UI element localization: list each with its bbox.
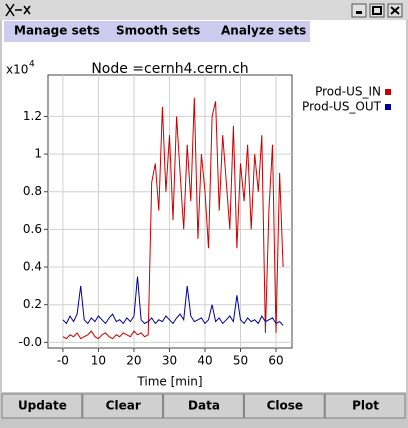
legend-label: Prod-US_OUT (302, 100, 382, 114)
menu-item[interactable]: Analyze sets (221, 24, 306, 38)
chart: Node =cernh4.cern.ch x10 4 Time [min] -0… (6, 60, 391, 389)
legend-swatch (385, 104, 391, 110)
maximize-icon (372, 6, 382, 15)
y-tick-label: -0.0 (19, 335, 42, 349)
x-tick-label: 60 (268, 354, 283, 368)
menu: Manage sets Smooth sets Analyze sets (14, 24, 306, 38)
y-tick-label: 0.2 (23, 297, 42, 311)
button[interactable]: Close (243, 393, 325, 419)
window-controls (351, 3, 403, 18)
menu-bar (4, 21, 310, 42)
y-tick-label: 0.8 (23, 184, 42, 198)
button-face (324, 393, 406, 419)
x-tick-label: 40 (197, 354, 212, 368)
y-tick-label: 1.2 (23, 109, 42, 123)
button-label: Clear (106, 399, 141, 413)
x-tick-label: -0 (57, 354, 69, 368)
button-label: Data (188, 399, 220, 413)
button-label: Plot (352, 399, 379, 413)
button-face (163, 393, 244, 419)
title-bar (0, 0, 408, 20)
x-tick-label: 50 (233, 354, 248, 368)
series-line (62, 97, 284, 340)
close-icon (390, 6, 400, 15)
x-axis-label: Time [min] (136, 375, 202, 389)
x-tick-label: 10 (91, 354, 106, 368)
y-scale-exponent: 4 (29, 60, 35, 70)
button-row: Update Clear Data Close Plot (1, 393, 406, 419)
button[interactable]: Plot (324, 393, 406, 419)
x-tick-label: 30 (162, 354, 177, 368)
y-tick-label: 0.6 (23, 222, 42, 236)
legend-swatch (385, 89, 391, 95)
button-face (243, 393, 325, 419)
y-tick-label: 0.4 (23, 260, 42, 274)
button[interactable]: Clear (82, 393, 164, 419)
button-label: Update (18, 399, 67, 413)
button-face (82, 393, 164, 419)
button-face (1, 393, 83, 419)
plot-area (47, 74, 293, 349)
minimize-icon (356, 11, 362, 14)
button[interactable]: Update (1, 393, 83, 419)
y-scale-label: x10 (6, 63, 28, 77)
menu-item[interactable]: Manage sets (14, 24, 100, 38)
chart-title: Node =cernh4.cern.ch (91, 61, 248, 77)
window-icon (5, 3, 31, 17)
button[interactable]: Data (163, 393, 244, 419)
button-label: Close (267, 399, 303, 413)
minimize-button[interactable] (351, 3, 367, 18)
legend-label: Prod-US_IN (315, 85, 381, 99)
series-line (62, 276, 284, 326)
y-tick-label: 1 (34, 147, 42, 161)
x-tick-label: 20 (126, 354, 141, 368)
menu-item[interactable]: Smooth sets (116, 24, 200, 38)
